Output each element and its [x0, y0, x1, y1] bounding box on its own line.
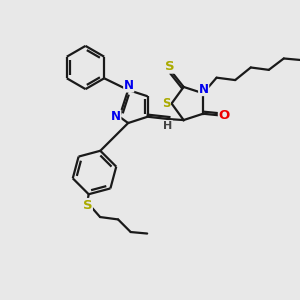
- Text: S: S: [165, 60, 175, 73]
- Text: S: S: [83, 199, 92, 212]
- Text: N: N: [124, 79, 134, 92]
- Text: H: H: [163, 121, 172, 131]
- Text: N: N: [111, 110, 121, 123]
- Text: S: S: [162, 97, 170, 110]
- Text: O: O: [218, 109, 230, 122]
- Text: N: N: [199, 82, 209, 96]
